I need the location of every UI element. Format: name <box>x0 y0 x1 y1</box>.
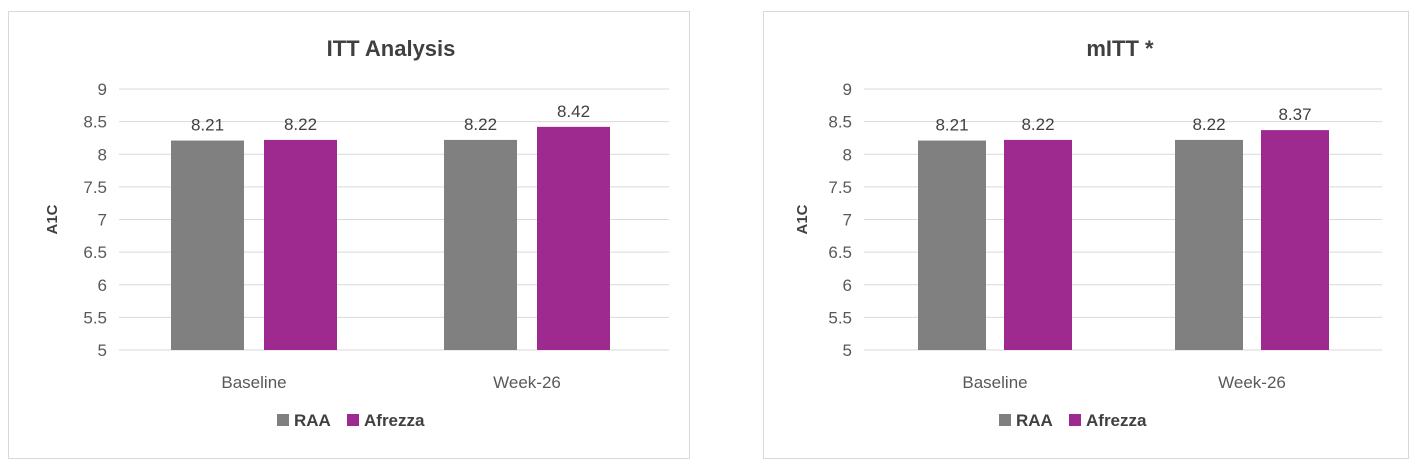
y-tick-label: 5 <box>843 341 852 360</box>
data-label: 8.21 <box>191 116 224 135</box>
y-tick-label: 7 <box>843 211 852 230</box>
y-tick-label: 5.5 <box>83 308 107 327</box>
bar-raa-baseline <box>918 140 986 350</box>
legend-label: Afrezza <box>1086 411 1147 430</box>
category-label: Baseline <box>221 373 286 392</box>
chart-title: ITT Analysis <box>327 36 456 61</box>
chart-svg-mitt: mITT * 5 5.5 6 6.5 7 7.5 8 8.5 9 A1C 8.21 8.22 Baseli… <box>794 36 1382 430</box>
y-tick-label: 8.5 <box>83 113 107 132</box>
y-tick-label: 8 <box>843 145 852 164</box>
bar-raa-week-26 <box>444 139 517 350</box>
bar-afrezza-week-26 <box>537 126 610 350</box>
y-tick-label: 6 <box>843 276 852 295</box>
bar-raa-baseline <box>171 140 244 350</box>
legend-swatch <box>347 414 359 426</box>
y-tick-label: 9 <box>98 80 107 99</box>
bar-raa-week-26 <box>1175 139 1243 350</box>
data-label: 8.22 <box>464 115 497 134</box>
y-tick-label: 5 <box>98 341 107 360</box>
legend-swatch <box>1069 414 1081 426</box>
bar-afrezza-baseline <box>1004 139 1072 350</box>
bar-afrezza-week-26 <box>1261 130 1329 350</box>
chart-panel-mitt: mITT * 5 5.5 6 6.5 7 7.5 8 8.5 9 A1C 8.21 8.22 Baseli… <box>763 11 1409 459</box>
legend-label: RAA <box>294 411 331 430</box>
legend-label: RAA <box>1016 411 1053 430</box>
chart-title: mITT * <box>1086 36 1154 61</box>
category-label: Week-26 <box>493 373 561 392</box>
y-axis-title: A1C <box>44 204 61 234</box>
data-label: 8.37 <box>1278 105 1311 124</box>
legend-swatch <box>999 414 1011 426</box>
y-tick-label: 5.5 <box>828 308 852 327</box>
y-tick-label: 9 <box>843 80 852 99</box>
y-tick-label: 8.5 <box>828 113 852 132</box>
data-label: 8.22 <box>284 115 317 134</box>
bar-afrezza-baseline <box>264 139 337 350</box>
y-tick-label: 6.5 <box>828 243 852 262</box>
category-label: Week-26 <box>1218 373 1286 392</box>
chart-panel-itt: ITT Analysis 5 5.5 6 6.5 7 7.5 8 8.5 9 A1C 8.21 8.22… <box>8 11 690 459</box>
y-axis-title: A1C <box>794 204 811 234</box>
y-tick-label: 7 <box>98 211 107 230</box>
data-label: 8.42 <box>557 102 590 121</box>
y-tick-label: 6.5 <box>83 243 107 262</box>
legend-label: Afrezza <box>364 411 425 430</box>
chart-svg-itt: ITT Analysis 5 5.5 6 6.5 7 7.5 8 8.5 9 A1C 8.21 8.22… <box>44 36 669 430</box>
legend-swatch <box>277 414 289 426</box>
data-label: 8.22 <box>1192 115 1225 134</box>
category-label: Baseline <box>962 373 1027 392</box>
y-tick-label: 7.5 <box>828 178 852 197</box>
y-tick-label: 8 <box>98 145 107 164</box>
data-label: 8.22 <box>1021 115 1054 134</box>
y-tick-label: 7.5 <box>83 178 107 197</box>
data-label: 8.21 <box>935 116 968 135</box>
y-tick-label: 6 <box>98 276 107 295</box>
